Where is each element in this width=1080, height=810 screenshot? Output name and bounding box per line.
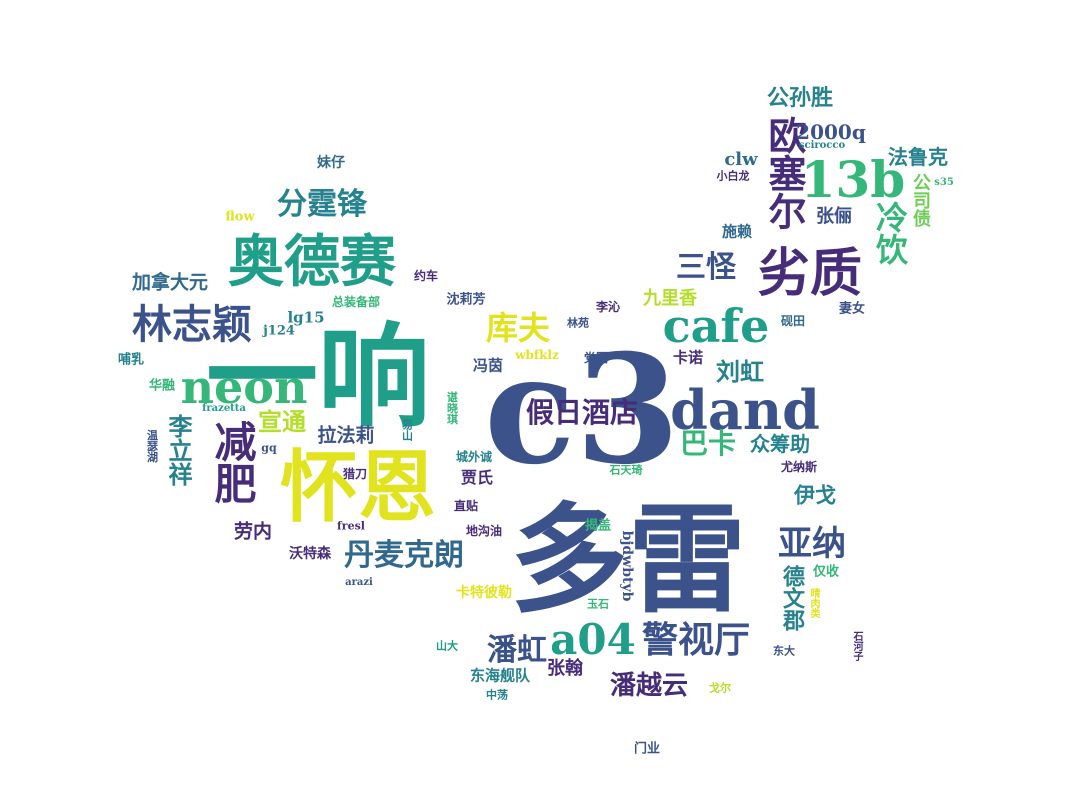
word-dand: dand bbox=[670, 378, 820, 442]
word-2000q: 2000q bbox=[796, 120, 866, 144]
word-jiulixiang: 九里香 bbox=[643, 288, 697, 309]
word-huaien: 怀恩 bbox=[279, 442, 437, 533]
word-bjdwbtyb: bjdwbtyb bbox=[619, 530, 635, 602]
word-liuhong: 刘虹 bbox=[716, 357, 764, 386]
word-yueche: 约车 bbox=[413, 269, 439, 283]
word-shilai: 施赖 bbox=[721, 222, 753, 241]
word-katebile: 卡特彼勒 bbox=[456, 585, 512, 601]
word-qinv: 妻女 bbox=[838, 301, 866, 317]
word-gongsizhai: 公司债 bbox=[910, 173, 931, 227]
word-scirocco: scirocco bbox=[798, 140, 846, 151]
word-ousaier: 欧塞尔 bbox=[762, 116, 807, 230]
word-liezhi: 劣质 bbox=[757, 243, 863, 304]
word-wensehu: 温瑟湖 bbox=[145, 429, 159, 463]
word-fresl: fresl bbox=[337, 519, 365, 533]
word-fentingfeng: 分霆锋 bbox=[277, 187, 367, 222]
word-wbfklz: wbfklz bbox=[515, 348, 559, 362]
word-jingshiting: 警视厅 bbox=[641, 619, 751, 661]
word-panyueyun: 潘越云 bbox=[609, 671, 689, 701]
word-lengyin: 冷饮 bbox=[871, 201, 909, 265]
word-liedao: 猎刀 bbox=[342, 467, 368, 481]
word-digouyou: 地沟油 bbox=[465, 524, 503, 538]
word-cafe: cafe bbox=[662, 299, 770, 353]
word-chenxiaoqi: 谌晓琪 bbox=[445, 391, 459, 425]
word-13b: 13b bbox=[800, 150, 906, 209]
word-woteshen: 沃特森 bbox=[289, 546, 331, 562]
word-zhongchouzhu: 众筹助 bbox=[750, 432, 810, 456]
word-buru: 哺乳 bbox=[117, 352, 145, 368]
word-qingroulei: 晴肉类 bbox=[808, 588, 819, 618]
word-c3: c3 bbox=[484, 322, 680, 498]
word-liqin: 李沁 bbox=[595, 300, 621, 314]
word-lg15: lg15 bbox=[287, 308, 325, 327]
word-j124: j124 bbox=[263, 323, 295, 339]
word-geer: 戈尔 bbox=[709, 681, 731, 695]
word-s35: s35 bbox=[934, 177, 954, 188]
word-donghai-jiandui: 东海舰队 bbox=[469, 666, 531, 685]
word-linyuan: 林苑 bbox=[567, 316, 589, 330]
word-frazetta: frazetta bbox=[202, 403, 246, 414]
word-zhangli: 张俪 bbox=[816, 206, 852, 227]
word-gq: gq bbox=[261, 441, 277, 455]
word-duolei: 多雷 bbox=[509, 490, 747, 629]
word-sanguai: 三怪 bbox=[676, 250, 736, 285]
word-shitianqi: 石天琦 bbox=[609, 463, 643, 477]
word-kanuo: 卡诺 bbox=[672, 348, 704, 367]
word-zongzhuangbeibu: 总装备部 bbox=[331, 295, 381, 309]
word-lafali: 拉法莉 bbox=[317, 424, 375, 447]
word-dewenjun: 德文郡 bbox=[779, 565, 805, 631]
word-danmai-kelang: 丹麦克朗 bbox=[344, 538, 464, 573]
word-laonei: 劳内 bbox=[233, 520, 273, 543]
word-clw: clw bbox=[724, 149, 758, 170]
word-dongda: 东大 bbox=[773, 644, 795, 658]
word-dangtuan: 党团 bbox=[583, 351, 609, 365]
word-meizai: 妹仔 bbox=[317, 155, 345, 171]
word-younasi: 尤纳斯 bbox=[780, 460, 818, 474]
word-jiari-jiudian: 假日酒店 bbox=[525, 396, 639, 429]
word-jiashi: 贾氏 bbox=[460, 468, 494, 487]
word-shanda: 山大 bbox=[436, 639, 458, 653]
word-yige: 伊戈 bbox=[794, 482, 836, 508]
word-xiaobailong: 小白龙 bbox=[716, 169, 750, 183]
word-panhong: 潘虹 bbox=[487, 633, 547, 668]
word-kufu: 库夫 bbox=[485, 309, 551, 347]
word-jinshou: 仅收 bbox=[812, 564, 840, 580]
word-shihezi: 石河子 bbox=[851, 631, 862, 661]
word-neon: neon bbox=[180, 360, 308, 414]
word-jianada-yuan: 加拿大元 bbox=[131, 271, 209, 294]
word-shenlifang: 沈莉芳 bbox=[446, 292, 486, 308]
word-zhitie: 直贴 bbox=[453, 499, 479, 513]
word-yantian: 砚田 bbox=[780, 314, 806, 328]
word-zhanghan: 张翰 bbox=[547, 658, 583, 679]
word-baka: 巴卡 bbox=[679, 427, 737, 460]
word-gongsunsheng: 公孙胜 bbox=[766, 85, 834, 111]
word-yixiang: 一响 bbox=[206, 312, 430, 443]
word-jianfei: 减肥 bbox=[208, 420, 257, 504]
word-jiegai: 揭盖 bbox=[584, 518, 612, 534]
word-yushi: 玉石 bbox=[587, 597, 609, 611]
word-linzhiying: 林志颖 bbox=[132, 301, 252, 348]
word-fengyin: 冯茵 bbox=[472, 356, 504, 375]
word-aodesai: 奥德赛 bbox=[228, 229, 396, 295]
word-yana: 亚纳 bbox=[778, 524, 846, 564]
word-menye: 门业 bbox=[633, 741, 661, 757]
word-chengwaicheng: 城外诚 bbox=[455, 450, 493, 464]
word-yishan: 易山 bbox=[400, 419, 414, 441]
word-falukei: 法鲁克 bbox=[888, 145, 948, 169]
word-flow: flow bbox=[225, 209, 255, 225]
word-huarong: 华融 bbox=[148, 378, 176, 394]
word-xuantong: 宣通 bbox=[258, 407, 306, 436]
word-a04: a04 bbox=[550, 615, 636, 664]
word-lilixiang: 李立祥 bbox=[164, 414, 193, 486]
word-zhongdang: 中荡 bbox=[486, 688, 508, 702]
word-arazi: arazi bbox=[345, 577, 373, 588]
